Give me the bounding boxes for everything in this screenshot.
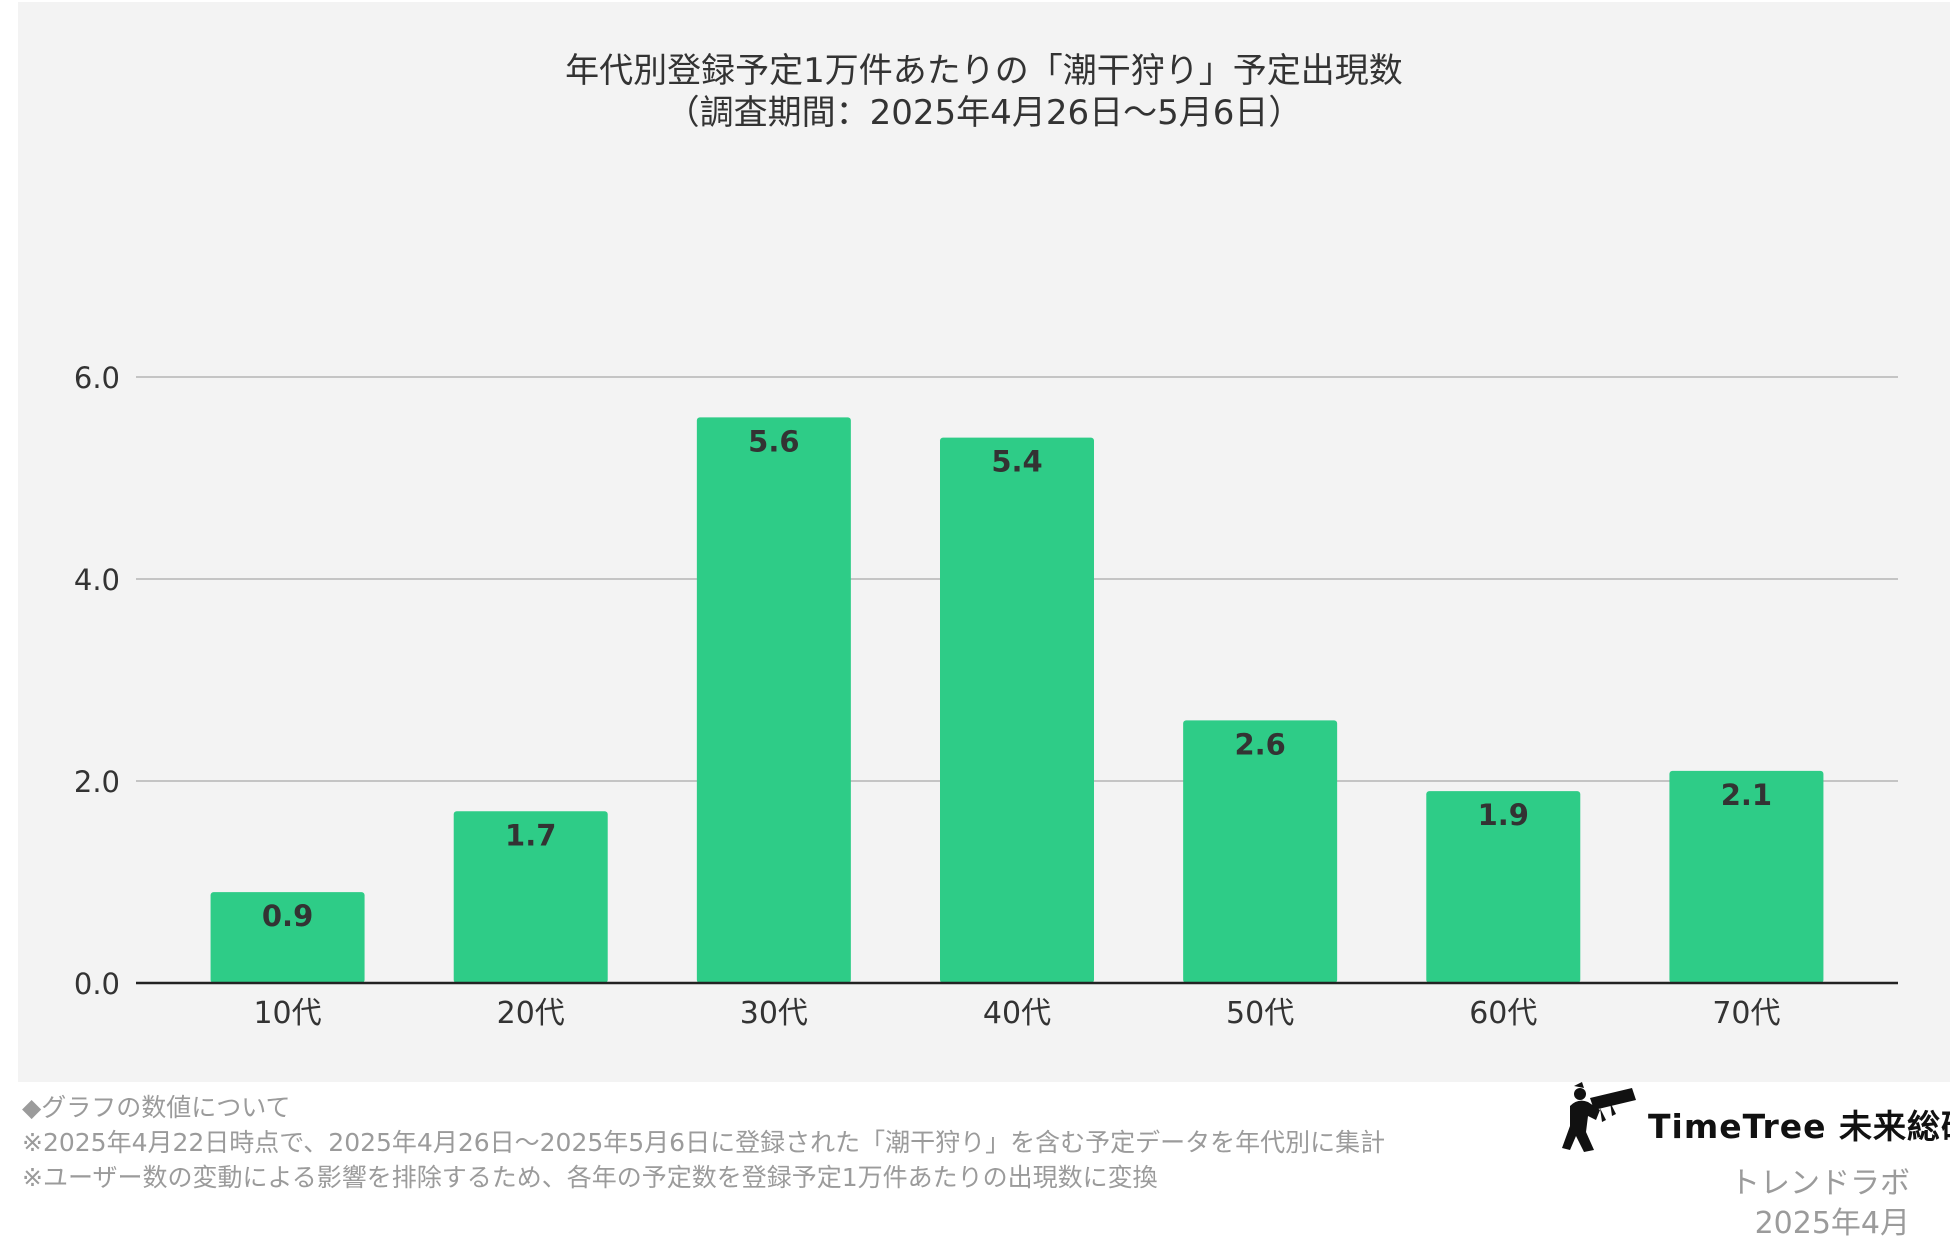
chart-panel: 年代別登録予定1万件あたりの「潮干狩り」予定出現数 （調査期間：2025年4月2… <box>18 2 1950 1082</box>
footnote-line: ※2025年4月22日時点で、2025年4月26日〜2025年5月6日に登録され… <box>22 1128 1386 1157</box>
y-tick-label: 6.0 <box>74 361 120 395</box>
y-tick-label: 2.0 <box>74 765 120 799</box>
bar <box>1669 770 1824 983</box>
x-category-label: 70代 <box>1712 996 1780 1031</box>
y-tick-label: 0.0 <box>74 967 120 1001</box>
chart-title-block: 年代別登録予定1万件あたりの「潮干狩り」予定出現数 （調査期間：2025年4月2… <box>18 50 1950 134</box>
footnote-line: ※ユーザー数の変動による影響を排除するため、各年の予定数を登録予定1万件あたりの… <box>22 1163 1158 1192</box>
x-category-label: 50代 <box>1226 996 1294 1031</box>
chart-subtitle: （調査期間：2025年4月26日〜5月6日） <box>665 93 1303 133</box>
bar <box>453 811 608 983</box>
chart-title: 年代別登録予定1万件あたりの「潮干狩り」予定出現数 <box>565 51 1403 91</box>
bar <box>1426 791 1581 983</box>
footnote-heading: ◆グラフの数値について <box>22 1093 291 1122</box>
bar-value-label: 2.6 <box>1234 727 1285 761</box>
x-category-label: 20代 <box>497 996 565 1031</box>
x-category-label: 60代 <box>1469 996 1537 1031</box>
x-category-label: 10代 <box>253 996 321 1031</box>
brand-date: 2025年4月 <box>1754 1206 1910 1241</box>
telescope-person-logo-icon <box>1562 1082 1636 1152</box>
bar <box>696 417 851 983</box>
x-category-label: 30代 <box>740 996 808 1031</box>
bar-value-label: 1.7 <box>505 818 556 852</box>
bar <box>940 437 1094 984</box>
bar <box>1183 720 1338 983</box>
y-tick-label: 4.0 <box>74 563 120 597</box>
bar-value-label: 1.9 <box>1478 798 1529 832</box>
x-category-label: 40代 <box>983 996 1051 1031</box>
bar-chart: 0.0 2.0 4.0 6.0 0.9 10代 1.7 20代 5.6 30代 5.4 40代 2.6 5… <box>74 361 1898 1031</box>
bar-value-label: 0.9 <box>262 899 313 933</box>
brand-name: TimeTree 未来総研 <box>1648 1107 1950 1146</box>
bar-value-label: 2.1 <box>1721 778 1772 812</box>
footnotes: ◆グラフの数値について ※2025年4月22日時点で、2025年4月26日〜20… <box>22 1090 1385 1195</box>
bar-value-label: 5.6 <box>748 424 799 458</box>
bar <box>210 892 365 983</box>
brand-block: TimeTree 未来総研 トレンドラボ 2025年4月 <box>1560 1080 1950 1260</box>
brand-subtitle: トレンドラボ <box>1730 1166 1910 1201</box>
bar-value-label: 5.4 <box>991 445 1042 479</box>
